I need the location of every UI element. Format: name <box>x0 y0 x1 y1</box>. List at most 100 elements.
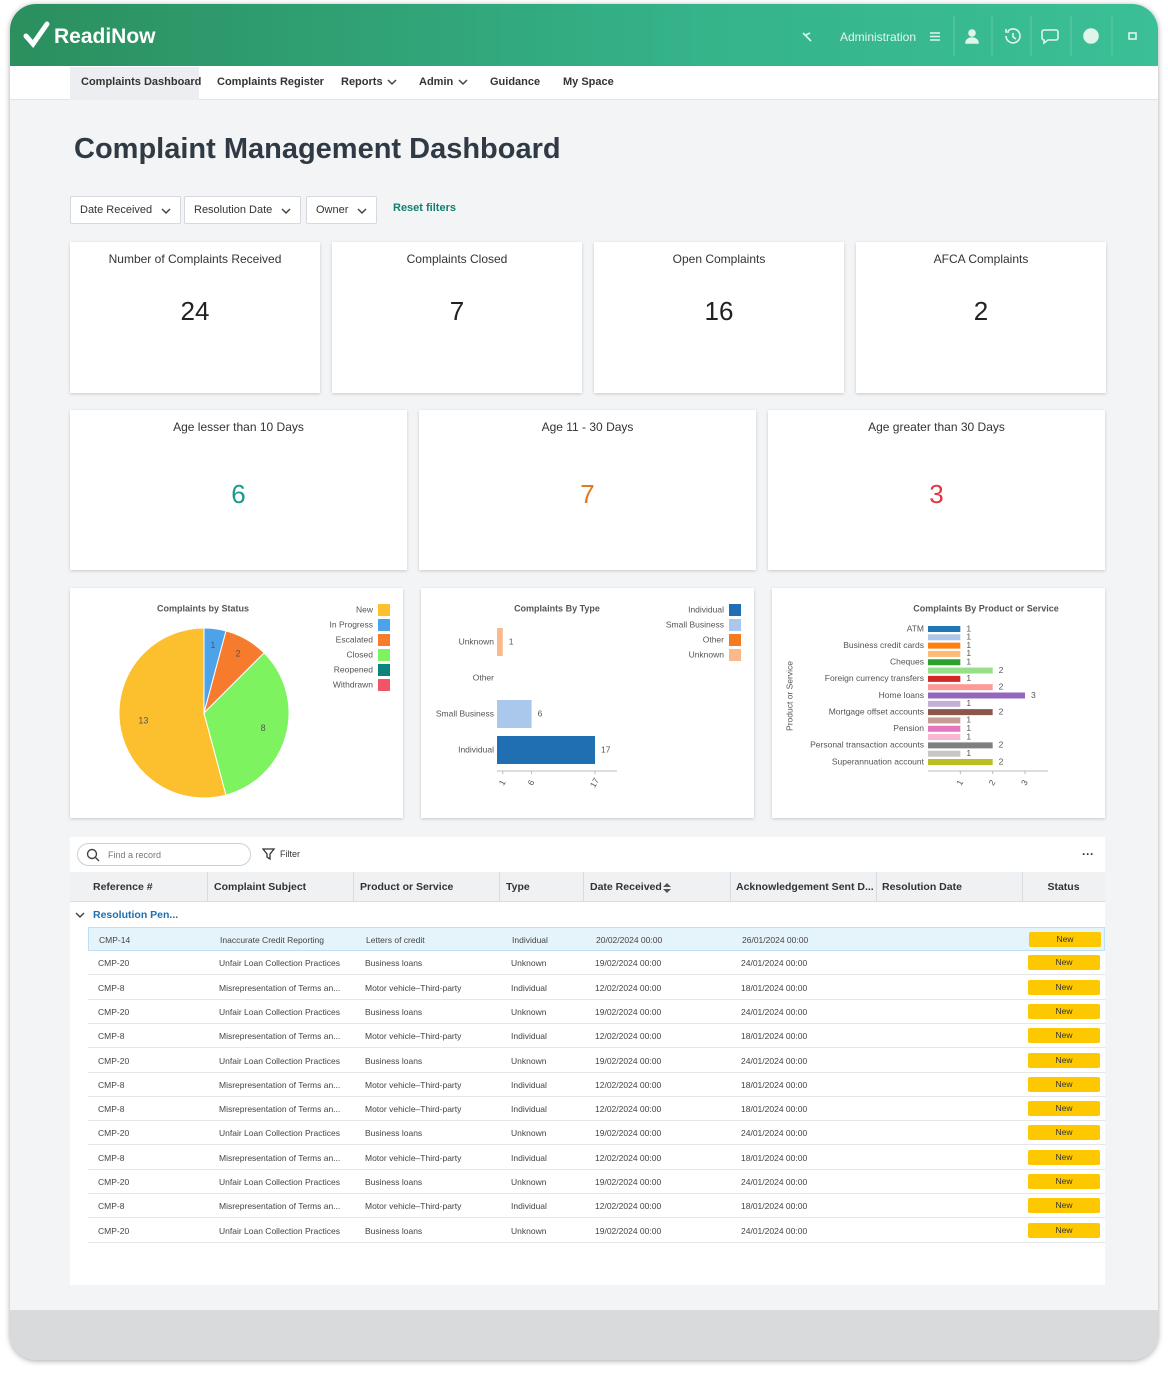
y-axis-title: Product or Service <box>784 661 794 731</box>
filter-dropdown[interactable]: Resolution Date <box>184 196 301 224</box>
group-label[interactable]: Resolution Pen... <box>93 909 179 921</box>
y-tick-label: Mortgage offset accounts <box>829 706 924 716</box>
legend-swatch <box>729 649 741 661</box>
grid-row[interactable]: CMP-20 Unfair Loan Collection Practices Bu… <box>88 1219 1105 1243</box>
reset-filters[interactable]: Reset filters <box>393 202 456 214</box>
handle <box>95 857 100 862</box>
data-label: 1 <box>210 640 215 650</box>
status-badge: New <box>1028 1076 1100 1092</box>
grid-cell: 19/02/2024 00:00 <box>595 1055 662 1066</box>
sort-icon <box>663 883 671 893</box>
grid-row[interactable]: CMP-8 Misrepresentation of Terms an... Mot… <box>88 976 1105 1000</box>
x-tick-label: 1 <box>497 778 508 787</box>
grid-row[interactable]: CMP-20 Unfair Loan Collection Practices Bu… <box>88 1000 1105 1024</box>
data-label: 1 <box>966 640 971 650</box>
filter-button[interactable]: Filter <box>280 849 300 859</box>
data-label: 1 <box>966 731 971 741</box>
nav-item[interactable]: Complaints Dashboard <box>81 76 202 88</box>
column-header[interactable]: Acknowledgement Sent D... <box>736 881 874 893</box>
status-text: New <box>1055 981 1073 992</box>
expand-icon[interactable] <box>1128 32 1137 40</box>
grid-row[interactable]: CMP-14 Inaccurate Credit Reporting Letters… <box>88 927 1105 951</box>
status-text: New <box>1055 1127 1073 1138</box>
nav-item[interactable]: My Space <box>563 76 614 88</box>
legend-label: Reopened <box>334 664 374 674</box>
status-text: New <box>1055 1200 1073 1211</box>
chat-icon[interactable] <box>1041 29 1059 45</box>
chevron-icon <box>357 208 367 215</box>
data-label: 1 <box>966 657 971 667</box>
nav-item[interactable]: Complaints Register <box>217 76 324 88</box>
grid-row[interactable]: CMP-8 Misrepresentation of Terms an... Mot… <box>88 1024 1105 1049</box>
grid-row[interactable]: CMP-20 Unfair Loan Collection Practices Bu… <box>88 1049 1105 1073</box>
grid-row[interactable]: CMP-20 Unfair Loan Collection Practices Bu… <box>88 951 1105 976</box>
filter-dropdown[interactable]: Date Received <box>70 196 181 224</box>
chevron <box>458 79 468 86</box>
bar <box>497 736 595 764</box>
column-header[interactable]: Complaint Subject <box>214 881 307 893</box>
wrench-icon[interactable] <box>802 32 812 42</box>
logo-mark <box>23 21 50 49</box>
bar <box>928 734 961 741</box>
footer-band <box>10 1310 1158 1360</box>
column-divider <box>583 872 584 902</box>
data-label: 3 <box>1031 690 1036 700</box>
y-tick-label: ATM <box>907 623 924 633</box>
status-badge: New <box>1028 1125 1100 1141</box>
column-header[interactable]: Product or Service <box>360 881 454 893</box>
column-header[interactable]: Resolution Date <box>882 881 962 893</box>
grid-cell: Unfair Loan Collection Practices <box>219 1177 340 1187</box>
column-header[interactable]: Reference # <box>93 881 153 893</box>
grid-row[interactable]: CMP-8 Misrepresentation of Terms an... Mot… <box>88 1194 1105 1219</box>
filter-icon[interactable] <box>262 847 276 861</box>
filter-label: Owner <box>316 204 349 216</box>
data-label: 1 <box>966 715 971 725</box>
grid-cell: Business loans <box>365 1128 423 1139</box>
grid-cell: 24/01/2024 00:00 <box>741 1225 808 1236</box>
legend-label: Withdrawn <box>333 679 373 689</box>
kpi-card: Open Complaints 16 <box>594 242 844 393</box>
grid-cell: CMP-20 <box>98 1225 130 1236</box>
grid-cell: Unfair Loan Collection Practices <box>219 1225 340 1236</box>
grid-cell: 24/01/2024 00:00 <box>741 958 808 969</box>
grid-cell: Misrepresentation of Terms an... <box>219 1079 341 1090</box>
grid-row[interactable]: CMP-8 Misrepresentation of Terms an... Mot… <box>88 1146 1105 1170</box>
nav-item[interactable]: Reports <box>341 76 383 88</box>
grid-cell: Motor vehicle–Third-party <box>365 1152 462 1163</box>
kpi-label: Age lesser than 10 Days <box>173 420 304 434</box>
grid-cell: 12/02/2024 00:00 <box>595 1201 662 1212</box>
search-box[interactable]: Find a record <box>77 843 251 866</box>
column-header[interactable]: Status <box>1047 881 1080 893</box>
status-text: New <box>1055 1054 1073 1065</box>
grid-row[interactable]: CMP-20 Unfair Loan Collection Practices Bu… <box>88 1121 1105 1146</box>
admin-link[interactable]: Administration <box>840 30 917 44</box>
chevron <box>75 912 85 919</box>
user-icon[interactable] <box>968 29 976 37</box>
filter-label: Resolution Date <box>194 204 273 216</box>
y-tick-label: Small Business <box>436 708 494 718</box>
nav-item[interactable]: Guidance <box>490 76 541 88</box>
grid-row[interactable]: CMP-8 Misrepresentation of Terms an... Mot… <box>88 1073 1105 1097</box>
data-label: 13 <box>138 715 148 725</box>
more-button[interactable]: ··· <box>1082 847 1094 861</box>
nav-item[interactable]: Admin <box>419 76 454 88</box>
data-label: 1 <box>966 748 971 758</box>
help-icon[interactable] <box>1083 28 1099 44</box>
grid-cell: 20/02/2024 00:00 <box>596 935 663 945</box>
grid-cell: 18/01/2024 00:00 <box>741 1104 808 1115</box>
status-badge: New <box>1028 1028 1100 1044</box>
column-header[interactable]: Type <box>506 881 530 893</box>
chart: Complaints By Product or Service Product … <box>784 603 1059 787</box>
filter-dropdown[interactable]: Owner <box>306 196 377 224</box>
menu-icon[interactable] <box>930 32 940 41</box>
grid-row[interactable]: CMP-20 Unfair Loan Collection Practices Bu… <box>88 1170 1105 1194</box>
data-label: 2 <box>999 706 1004 716</box>
bar <box>928 700 961 707</box>
chart-title: Complaints By Product or Service <box>913 603 1059 613</box>
grid-row[interactable]: CMP-8 Misrepresentation of Terms an... Mot… <box>88 1097 1105 1122</box>
column-header[interactable]: Date Received <box>590 881 662 893</box>
grid-cell: Unknown <box>511 1128 547 1139</box>
kpi-label: Number of Complaints Received <box>108 252 282 266</box>
history-icon[interactable] <box>1005 28 1021 44</box>
kpi-card: Number of Complaints Received 24 <box>70 242 320 393</box>
